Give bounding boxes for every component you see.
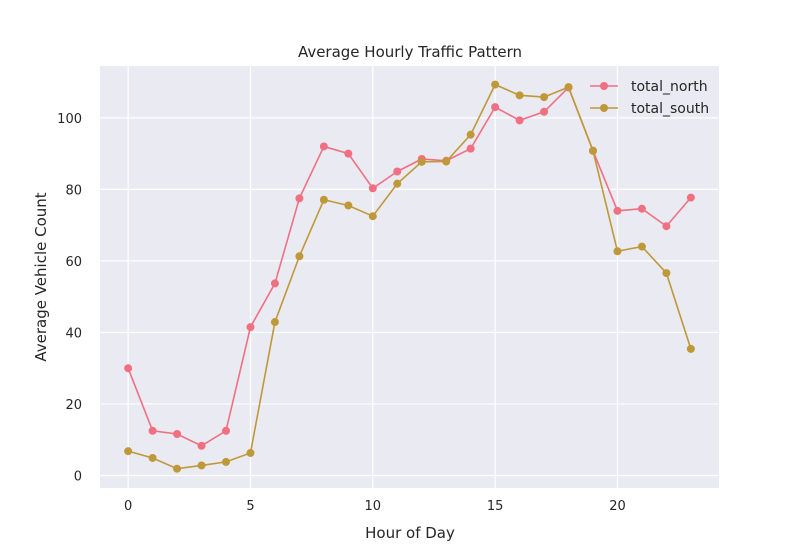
data-point (148, 453, 157, 462)
legend-label: total_south (631, 101, 709, 117)
y-tick-label: 100 (57, 112, 82, 127)
data-point (173, 429, 182, 438)
y-tick-label: 20 (65, 398, 82, 413)
grid-lines (100, 66, 719, 488)
data-point (222, 426, 231, 435)
data-point (491, 80, 500, 89)
y-tick-label: 60 (65, 255, 82, 270)
x-tick-label: 0 (124, 499, 132, 514)
data-point (515, 116, 524, 125)
series-total_south (124, 80, 695, 473)
y-axis-title: Average Vehicle Count (32, 192, 50, 361)
data-point (417, 157, 426, 166)
data-point (686, 193, 695, 202)
data-point (344, 149, 353, 158)
legend-marker (600, 104, 608, 112)
data-point (540, 107, 549, 116)
legend-label: total_north (631, 79, 708, 95)
data-point (222, 457, 231, 466)
data-point (564, 83, 573, 92)
legend-item: total_south (590, 101, 709, 117)
data-point (466, 130, 475, 139)
data-point (270, 318, 279, 327)
y-tick-label: 40 (65, 326, 82, 341)
x-tick-label: 20 (609, 499, 626, 514)
legend-marker (600, 82, 608, 90)
data-point (173, 464, 182, 473)
data-point (319, 142, 328, 151)
y-tick-labels: 0 20 40 60 80 100 (57, 112, 82, 485)
chart-title: Average Hourly Traffic Pattern (298, 43, 522, 61)
data-point (491, 103, 500, 112)
series-total_north (124, 83, 695, 450)
data-point (295, 252, 304, 261)
data-point (295, 194, 304, 203)
legend: total_north total_south (590, 79, 709, 117)
data-point (515, 91, 524, 100)
data-point (148, 426, 157, 435)
data-series (124, 80, 695, 473)
x-tick-labels: 0 5 10 15 20 (124, 499, 626, 514)
data-point (686, 344, 695, 353)
data-point (344, 201, 353, 210)
data-point (613, 247, 622, 256)
data-point (540, 93, 549, 102)
data-point (662, 222, 671, 231)
series-line (127, 83, 692, 470)
data-point (197, 441, 206, 450)
series-line (127, 86, 692, 447)
x-tick-label: 10 (365, 499, 382, 514)
data-point (393, 179, 402, 188)
data-point (368, 184, 377, 193)
data-point (197, 461, 206, 470)
plot-background (100, 66, 719, 488)
data-point (588, 146, 597, 155)
data-point (246, 448, 255, 457)
data-point (246, 323, 255, 332)
data-point (368, 212, 377, 221)
data-point (319, 195, 328, 204)
data-point (270, 279, 279, 288)
data-point (124, 364, 133, 373)
x-tick-label: 15 (487, 499, 504, 514)
data-point (637, 242, 646, 251)
data-point (613, 206, 622, 215)
data-point (124, 447, 133, 456)
x-axis-title: Hour of Day (365, 524, 455, 542)
legend-item: total_north (590, 79, 708, 95)
data-point (393, 167, 402, 176)
x-tick-label: 5 (246, 499, 254, 514)
y-tick-label: 80 (65, 183, 82, 198)
y-tick-label: 0 (74, 469, 82, 484)
data-point (662, 269, 671, 278)
data-point (466, 144, 475, 153)
data-point (637, 204, 646, 213)
data-point (442, 157, 451, 166)
